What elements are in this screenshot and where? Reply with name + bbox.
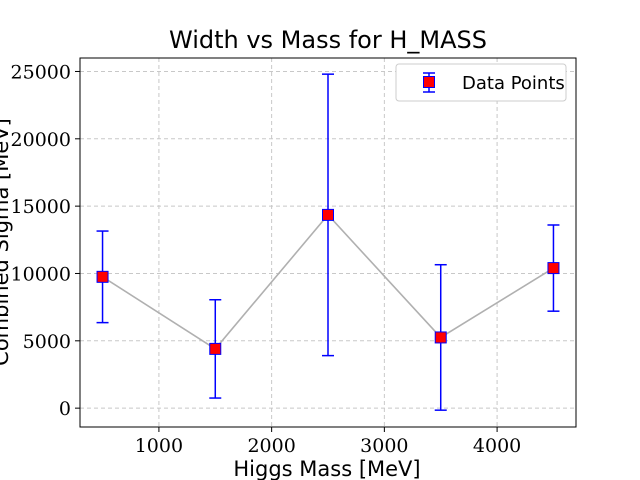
x-axis-label: Higgs Mass [MeV] [233, 457, 420, 480]
x-tick-label: 4000 [473, 435, 521, 457]
data-point [547, 262, 560, 275]
plot-frame [79, 57, 577, 428]
data-point [434, 331, 447, 344]
data-markers [96, 208, 560, 355]
data-point [322, 208, 334, 221]
axis-ticks: 1000 2000 3000 4000 0 5000 10000 15000 20000 2500… [11, 61, 522, 457]
x-tick-label: 2000 [247, 435, 295, 457]
x-tick-label: 3000 [360, 435, 408, 457]
y-tick-label: 5000 [23, 331, 71, 353]
data-point [96, 270, 109, 283]
data-point [209, 342, 222, 355]
legend: Data Points [395, 63, 567, 102]
y-tick-label: 0 [59, 398, 71, 420]
y-tick-label: 20000 [11, 129, 71, 151]
y-tick-label: 10000 [11, 263, 71, 285]
y-axis-label: Combined Sigma [MeV] [0, 118, 13, 366]
legend-marker [423, 76, 435, 88]
legend-box [395, 63, 567, 102]
y-tick-label: 15000 [11, 196, 71, 218]
chart-title: Width vs Mass for H_MASS [169, 26, 487, 54]
x-tick-label: 1000 [135, 435, 183, 457]
legend-label: Data Points [462, 73, 565, 94]
y-tick-label: 25000 [11, 61, 71, 83]
